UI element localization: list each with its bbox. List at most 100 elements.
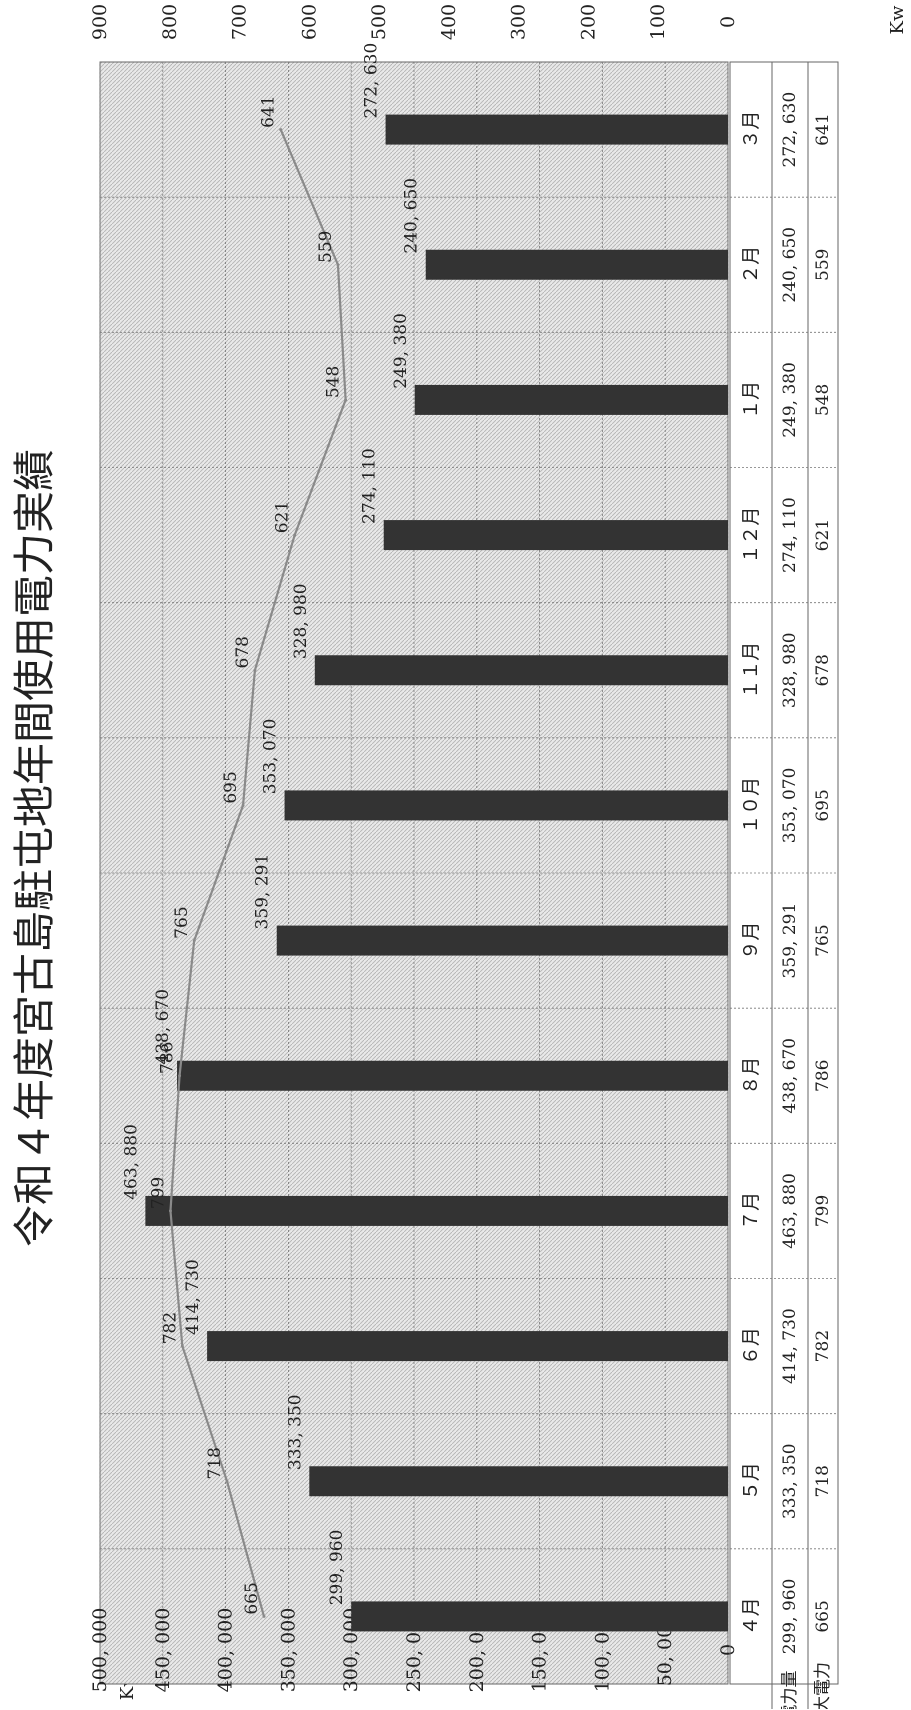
bar-data-label: 353, 070 bbox=[261, 719, 281, 795]
category-label: ３月 bbox=[740, 111, 762, 149]
table-cell: 695 bbox=[813, 789, 833, 821]
kwh-tick-label: 50, 000 bbox=[654, 1614, 676, 1687]
category-label: ２月 bbox=[740, 246, 762, 284]
table-cell: 353, 070 bbox=[780, 768, 800, 844]
bar bbox=[425, 249, 728, 280]
line-point bbox=[178, 1074, 182, 1078]
table-cell: 559 bbox=[813, 249, 833, 281]
bar-data-label: 249, 380 bbox=[391, 313, 411, 389]
line-data-label: 665 bbox=[242, 1582, 262, 1614]
table-cell: 463, 880 bbox=[780, 1173, 800, 1249]
category-label: ５月 bbox=[740, 1462, 762, 1500]
line-point bbox=[241, 803, 245, 807]
bar bbox=[145, 1195, 729, 1226]
table-cell: 328, 980 bbox=[780, 632, 800, 708]
line-point bbox=[180, 1344, 184, 1348]
line-point bbox=[262, 1614, 266, 1618]
table-cell: 678 bbox=[813, 654, 833, 686]
line-data-label: 559 bbox=[316, 231, 336, 263]
category-label: １月 bbox=[740, 381, 762, 419]
line-point bbox=[192, 939, 196, 943]
line-data-label: 678 bbox=[233, 636, 253, 668]
kwh-tick-label: 350, 000 bbox=[277, 1608, 299, 1693]
table-cell: 782 bbox=[813, 1330, 833, 1362]
line-data-label: 782 bbox=[160, 1312, 180, 1344]
bar-data-label: 463, 880 bbox=[121, 1124, 141, 1200]
table-cell: 333, 350 bbox=[780, 1443, 800, 1519]
bar bbox=[309, 1466, 728, 1497]
table-cell: 438, 670 bbox=[780, 1038, 800, 1114]
bar-data-label: 240, 650 bbox=[402, 178, 422, 254]
table-cell: 799 bbox=[813, 1195, 833, 1227]
table-cell: 414, 730 bbox=[780, 1308, 800, 1384]
table-cell: 299, 960 bbox=[780, 1579, 800, 1655]
table-cell: 249, 380 bbox=[780, 362, 800, 438]
kwh-tick-label: 500, 000 bbox=[89, 1608, 111, 1693]
bar-data-label: 328, 980 bbox=[291, 583, 311, 659]
bar-data-label: 414, 730 bbox=[183, 1259, 203, 1335]
table-cell: 359, 291 bbox=[780, 903, 800, 979]
table-cell: 765 bbox=[813, 924, 833, 956]
bar bbox=[414, 384, 728, 415]
kw-tick-label: 400 bbox=[438, 4, 460, 40]
line-data-label: 548 bbox=[324, 366, 344, 398]
bar bbox=[385, 114, 728, 145]
table-cell: 786 bbox=[813, 1060, 833, 1092]
line-data-label: 765 bbox=[172, 906, 192, 938]
line-point bbox=[279, 128, 283, 132]
category-label: ７月 bbox=[740, 1192, 762, 1230]
line-data-label: 786 bbox=[158, 1042, 178, 1074]
table-cell: 718 bbox=[813, 1465, 833, 1497]
category-label: ６月 bbox=[740, 1327, 762, 1365]
line-point bbox=[168, 1209, 172, 1213]
line-data-label: 695 bbox=[221, 771, 241, 803]
table-cell: 272, 630 bbox=[780, 92, 800, 168]
kw-tick-label: 600 bbox=[298, 4, 320, 40]
bar bbox=[284, 790, 728, 821]
table-row-label: 最大電力 bbox=[813, 1662, 833, 1709]
kw-tick-label: 500 bbox=[368, 4, 390, 40]
table-row-label: 電力量 bbox=[780, 1671, 800, 1710]
kwh-tick-label: 400, 000 bbox=[215, 1608, 237, 1693]
bar bbox=[314, 655, 728, 686]
bar-data-label: 274, 110 bbox=[360, 448, 380, 524]
kw-tick-label: 300 bbox=[508, 4, 530, 40]
line-data-label: 718 bbox=[205, 1447, 225, 1479]
bar bbox=[207, 1331, 728, 1362]
table-cell: 665 bbox=[813, 1600, 833, 1632]
kw-tick-label: 900 bbox=[89, 4, 111, 40]
category-label: ４月 bbox=[740, 1597, 762, 1635]
bar-data-label: 438, 670 bbox=[153, 989, 173, 1065]
bar-data-label: 299, 960 bbox=[327, 1530, 347, 1606]
line-series bbox=[169, 129, 347, 1617]
line-point bbox=[225, 1479, 229, 1483]
category-label: １１月 bbox=[740, 642, 762, 699]
category-label: ８月 bbox=[740, 1057, 762, 1095]
kw-tick-label: 100 bbox=[647, 4, 669, 40]
bar bbox=[351, 1601, 728, 1632]
kw-tick-label: 200 bbox=[577, 4, 599, 40]
category-label: １２月 bbox=[740, 507, 762, 564]
bar bbox=[383, 520, 728, 551]
kwh-tick-label: 450, 000 bbox=[152, 1608, 174, 1693]
table-cell: 274, 110 bbox=[780, 497, 800, 573]
bar-data-label: 272, 630 bbox=[362, 43, 382, 119]
bar bbox=[177, 1060, 728, 1091]
category-label: ９月 bbox=[740, 922, 762, 960]
kwh-tick-label: 0 bbox=[717, 1644, 739, 1656]
line-point bbox=[253, 668, 257, 672]
category-label: １０月 bbox=[740, 777, 762, 834]
line-data-label: 621 bbox=[273, 501, 293, 533]
table-cell: 240, 650 bbox=[780, 227, 800, 303]
line-data-label: 641 bbox=[259, 95, 279, 127]
kw-tick-label: 0 bbox=[717, 16, 739, 28]
line-data-label: 799 bbox=[148, 1177, 168, 1209]
table-cell: 641 bbox=[813, 113, 833, 145]
line-point bbox=[344, 398, 348, 402]
bar bbox=[276, 925, 728, 956]
kw-tick-label: 700 bbox=[229, 4, 251, 40]
line-point bbox=[336, 263, 340, 267]
line-point bbox=[293, 533, 297, 537]
